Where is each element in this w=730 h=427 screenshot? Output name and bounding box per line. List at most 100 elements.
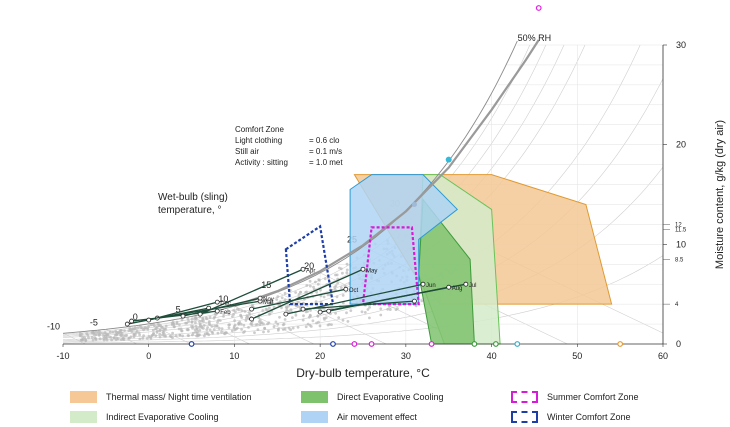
hourly-point	[114, 338, 118, 341]
y-tick-label: 20	[676, 140, 686, 150]
hourly-point	[272, 325, 276, 329]
y-minor-tick-label: 12	[675, 222, 682, 228]
axis-marker	[351, 341, 358, 347]
month-label: Aug	[452, 286, 463, 292]
hourly-point	[274, 320, 278, 324]
comfort-zone-value: = 1.0 met	[309, 158, 343, 167]
hourly-point	[246, 317, 250, 320]
hourly-point	[94, 330, 98, 334]
hourly-point	[195, 327, 199, 330]
hourly-point	[101, 332, 105, 336]
hourly-point	[337, 316, 341, 319]
hourly-point	[137, 331, 141, 335]
wetbulb-line	[63, 332, 86, 344]
hourly-point	[239, 322, 243, 326]
hourly-point	[168, 334, 172, 338]
month-line	[251, 268, 364, 320]
axis-marker	[617, 341, 624, 347]
hourly-point	[268, 312, 272, 316]
y-minor-tick-label: 8.5	[675, 257, 684, 263]
month-min-point	[146, 317, 152, 323]
hourly-point	[280, 306, 283, 310]
hourly-point	[267, 321, 271, 325]
hourly-point	[171, 331, 175, 335]
hourly-point	[84, 339, 88, 342]
hourly-point	[190, 320, 194, 324]
hourly-point	[227, 326, 231, 329]
hourly-point	[316, 314, 320, 318]
wetbulb-tick-label: 10	[218, 294, 228, 304]
hourly-point	[153, 324, 156, 327]
month-min-point	[326, 308, 332, 314]
hourly-point	[109, 336, 113, 339]
month-min-point	[300, 306, 306, 312]
legend-label: Thermal mass/ Night time ventilation	[106, 392, 252, 402]
hourly-point	[322, 295, 326, 299]
hourly-point	[171, 336, 174, 340]
hourly-point	[278, 315, 281, 319]
hourly-point	[345, 271, 349, 275]
hourly-point	[194, 330, 198, 334]
hourly-point	[345, 262, 349, 266]
hourly-point	[194, 316, 198, 320]
hourly-point	[133, 326, 137, 330]
month-max-point	[412, 298, 417, 304]
hourly-point	[98, 333, 101, 336]
hourly-point	[162, 332, 166, 336]
month-label: Jun	[426, 283, 436, 289]
y-axis-label: Moisture content, g/kg (dry air)	[714, 120, 726, 269]
hourly-point	[150, 334, 154, 337]
hourly-point	[190, 317, 194, 321]
hourly-point	[232, 309, 236, 312]
month-max-point	[257, 295, 263, 301]
hourly-point	[366, 308, 370, 311]
comfort-zone-label: Light clothing	[235, 136, 282, 145]
hourly-point	[318, 324, 322, 328]
hourly-point	[201, 316, 205, 320]
hourly-point	[227, 312, 231, 316]
hourly-point	[309, 284, 312, 288]
hourly-point	[184, 321, 188, 325]
hourly-point	[102, 337, 106, 340]
hourly-point	[334, 311, 337, 315]
axis-marker	[492, 341, 499, 347]
hourly-point	[261, 309, 265, 312]
hourly-point	[174, 334, 178, 338]
hourly-point	[208, 323, 212, 326]
hourly-point	[177, 327, 181, 331]
hourly-point	[346, 320, 350, 323]
hourly-point	[311, 319, 315, 323]
month-min-point	[124, 321, 130, 327]
legend-swatch-direct-evaporative	[301, 391, 328, 403]
hourly-point	[156, 322, 160, 326]
hourly-point	[237, 322, 241, 326]
hourly-point	[242, 323, 246, 327]
hourly-point	[312, 287, 316, 291]
hourly-point	[262, 330, 265, 334]
hourly-point	[154, 334, 158, 338]
month-line	[302, 300, 415, 310]
hourly-point	[227, 323, 231, 327]
hourly-point	[149, 323, 153, 327]
hourly-point	[386, 307, 390, 311]
hourly-point	[312, 285, 315, 289]
hourly-point	[94, 337, 98, 340]
hourly-point	[379, 307, 383, 311]
hourly-point	[147, 335, 151, 338]
hourly-point	[283, 291, 287, 295]
wetbulb-tick-label: -10	[47, 321, 60, 331]
hourly-point	[284, 305, 288, 309]
hourly-point	[368, 316, 371, 320]
hourly-point	[91, 338, 95, 342]
x-axis-label: Dry-bulb temperature, °C	[296, 366, 430, 380]
comfort-zone-0	[361, 226, 420, 306]
hourly-point	[112, 336, 116, 340]
hourly-point	[155, 325, 159, 329]
hourly-point	[220, 330, 223, 334]
hourly-point	[242, 331, 245, 334]
hourly-point	[308, 279, 312, 283]
hourly-point	[335, 273, 339, 277]
hourly-point	[276, 328, 280, 332]
psychrometric-chart: -10-5051015202530FebMarAprMayJunJulAugOc…	[47, 5, 726, 380]
hourly-point	[326, 293, 330, 297]
